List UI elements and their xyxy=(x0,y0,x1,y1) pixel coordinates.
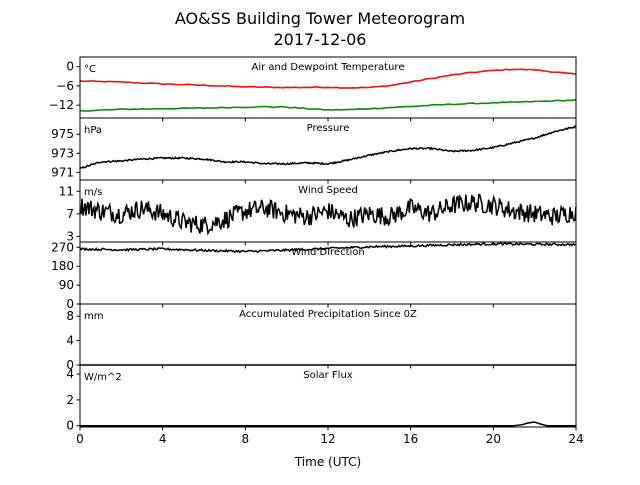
x-tick-label: 12 xyxy=(320,432,335,446)
y-tick-label: 4 xyxy=(66,367,74,381)
y-tick-label: 975 xyxy=(51,127,74,141)
x-tick-label: 4 xyxy=(159,432,167,446)
series-line-temperature-0 xyxy=(79,68,577,89)
panel-unit-label: W/m^2 xyxy=(84,372,122,383)
x-tick-label: 20 xyxy=(486,432,501,446)
series-line-wind-speed-0 xyxy=(79,193,577,236)
y-tick-label: 971 xyxy=(51,165,74,179)
y-tick-label: 973 xyxy=(51,146,74,160)
x-tick-label: 24 xyxy=(568,432,583,446)
x-axis-label: Time (UTC) xyxy=(294,455,361,469)
panel-title: Wind Speed xyxy=(298,185,358,196)
panel-temperature: 0 −6 −12 Air and Dewpoint Temperature °C xyxy=(49,56,577,122)
series-line-solar-flux-0 xyxy=(80,421,576,427)
series-line-pressure-0 xyxy=(79,124,577,169)
panel-unit-label: hPa xyxy=(84,125,102,136)
y-tick-label: 0 xyxy=(66,60,74,74)
panel-unit-label: mm xyxy=(84,311,103,322)
y-tick-label: 90 xyxy=(59,278,74,292)
y-tick-label: 2 xyxy=(66,393,74,407)
panel-title: Accumulated Precipitation Since 0Z xyxy=(239,309,417,320)
series-line-wind-direction-0 xyxy=(79,241,577,254)
panel-title: Air and Dewpoint Temperature xyxy=(252,62,405,73)
panel-title: Wind Direction xyxy=(291,247,365,258)
panel-wind-speed: 3 7 11 Wind Speed m/s xyxy=(59,179,577,246)
y-tick-label: −12 xyxy=(49,98,74,112)
figure-title: AO&SS Building Tower Meteorogram xyxy=(175,9,465,28)
panel-pressure: 971 973 975 Pressure hPa xyxy=(51,117,577,184)
y-tick-label: 270 xyxy=(51,240,74,254)
x-tick-label: 0 xyxy=(76,432,84,446)
panel-precipitation: 0 4 8 Accumulated Precipitation Since 0Z mm xyxy=(66,303,577,372)
y-tick-label: 8 xyxy=(66,309,74,323)
y-tick-label: 0 xyxy=(66,297,74,311)
y-tick-label: 7 xyxy=(66,207,74,221)
y-tick-label: −6 xyxy=(56,79,74,93)
panel-title: Solar Flux xyxy=(303,370,353,381)
panel-title: Pressure xyxy=(307,123,350,134)
series-line-temperature-1 xyxy=(79,98,577,112)
y-tick-label: 0 xyxy=(66,358,74,372)
panel-unit-label: m/s xyxy=(84,187,102,198)
panel-wind-direction: 0 90 180 270 Wind Direction xyxy=(51,240,577,311)
y-tick-label: 3 xyxy=(66,229,74,243)
y-tick-label: 0 xyxy=(66,419,74,433)
y-tick-label: 11 xyxy=(59,184,74,198)
x-tick-label: 8 xyxy=(242,432,250,446)
panel-unit-label: °C xyxy=(84,64,96,75)
x-tick-label: 16 xyxy=(403,432,418,446)
y-tick-label: 4 xyxy=(66,334,74,348)
figure-subtitle: 2017-12-06 xyxy=(274,30,367,49)
y-tick-label: 180 xyxy=(51,259,74,273)
